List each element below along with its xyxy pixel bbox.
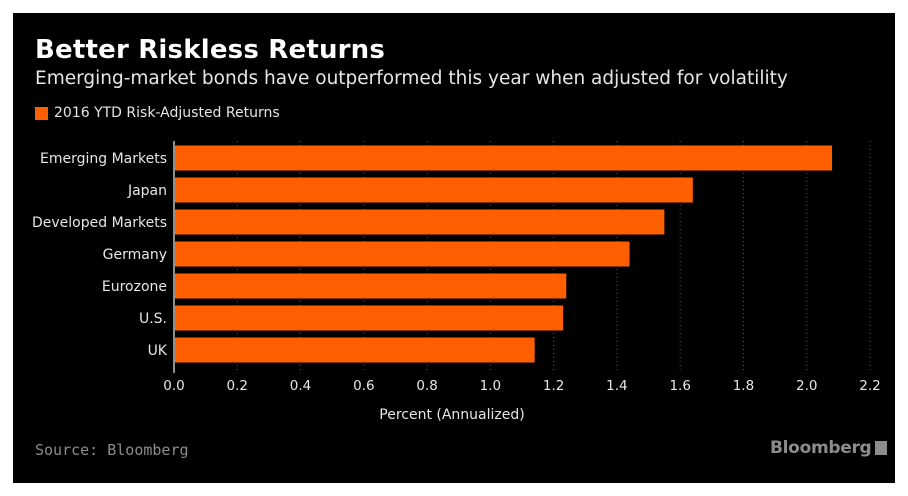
x-tick-label: 1.8 [733, 378, 754, 394]
category-label: Eurozone [102, 279, 167, 295]
source-note: Source: Bloomberg [35, 441, 189, 459]
bar [175, 145, 833, 171]
category-label: Developed Markets [32, 215, 167, 231]
legend-swatch [35, 106, 48, 120]
chart-subtitle: Emerging-market bonds have outperformed … [35, 68, 788, 89]
category-label: Japan [127, 183, 167, 199]
bar [175, 241, 630, 267]
x-tick-label: 0.6 [353, 378, 374, 394]
category-label: UK [148, 343, 168, 359]
bar [175, 273, 567, 299]
x-tick-label: 1.2 [543, 378, 564, 394]
bloomberg-logo: Bloomberg [770, 438, 888, 458]
x-tick-label: 2.0 [796, 378, 817, 394]
x-tick-label: 0.8 [416, 378, 437, 394]
x-tick-label: 0.0 [163, 378, 184, 394]
x-tick-label: 2.2 [859, 378, 880, 394]
bar [175, 305, 564, 331]
bar [175, 177, 693, 203]
legend: 2016 YTD Risk-Adjusted Returns [35, 105, 280, 121]
category-label: U.S. [139, 311, 167, 327]
x-tick-label: 1.4 [606, 378, 627, 394]
logo-text: Bloomberg [770, 438, 872, 458]
chart-title: Better Riskless Returns [35, 35, 386, 65]
category-label: Germany [103, 247, 167, 263]
x-tick-label: 1.6 [669, 378, 690, 394]
x-axis-title: Percent (Annualized) [379, 407, 524, 423]
x-tick-label: 1.0 [480, 378, 501, 394]
bar [175, 209, 665, 235]
chart-panel: Better Riskless Returns Emerging-market … [13, 13, 895, 483]
logo-mark-icon [875, 441, 888, 455]
x-tick-label: 0.4 [290, 378, 311, 394]
x-tick-label: 0.2 [227, 378, 248, 394]
bar-chart: 0.0 0.2 0.4 0.6 0.8 1.0 1.2 1.4 1.6 1.8 2.0 2.2 Emer… [32, 141, 881, 423]
bar [175, 337, 535, 363]
category-label: Emerging Markets [40, 151, 167, 167]
legend-label: 2016 YTD Risk-Adjusted Returns [54, 105, 280, 121]
